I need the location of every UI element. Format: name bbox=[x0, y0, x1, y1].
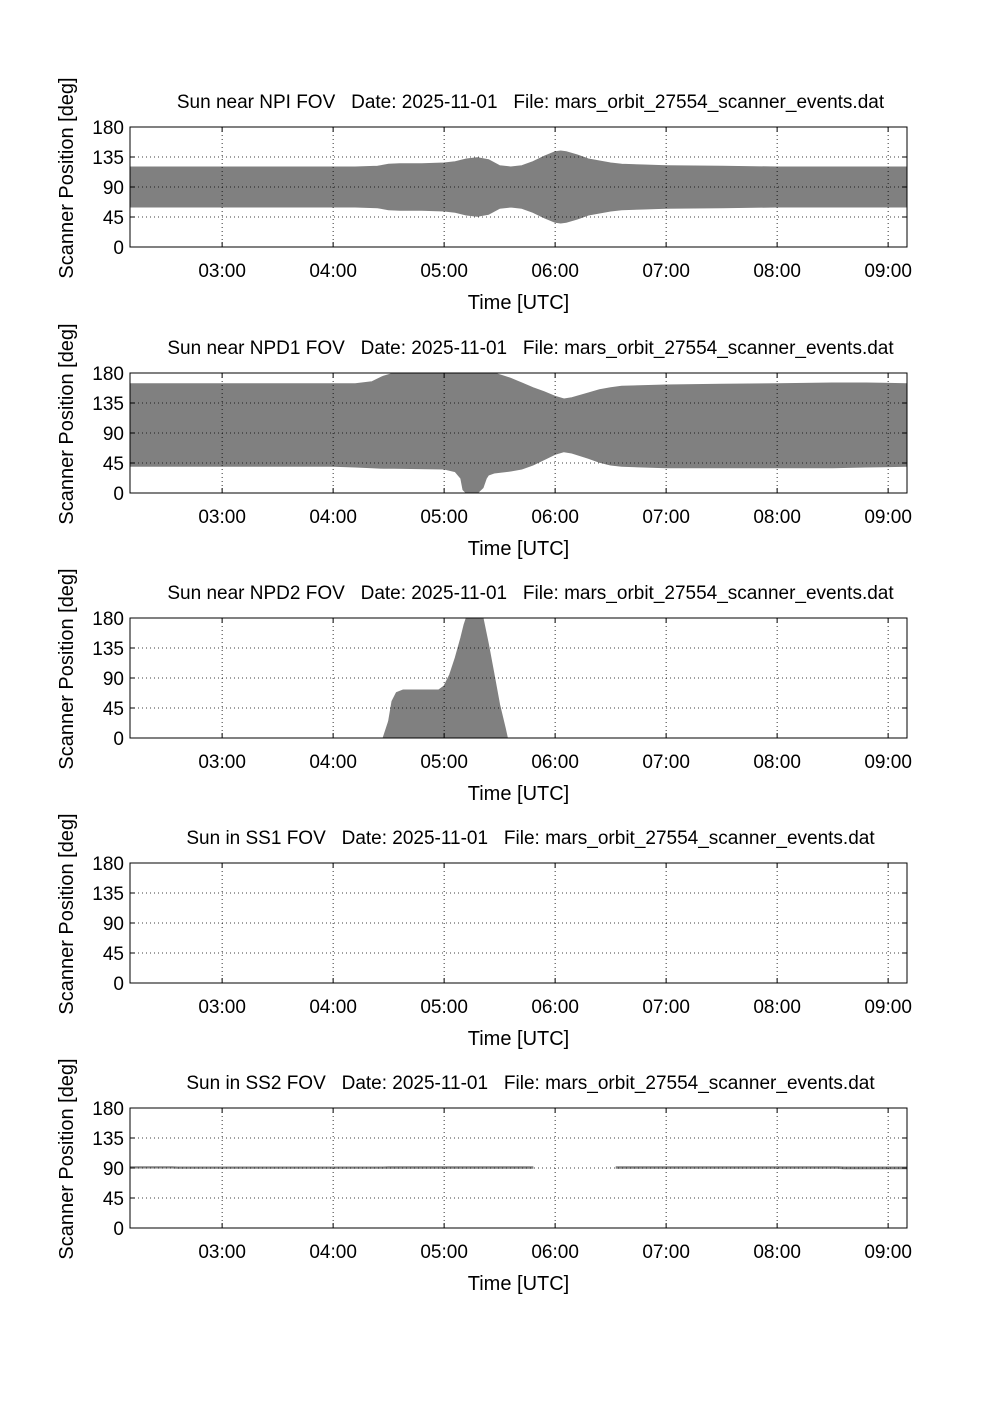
x-axis-label: Time [UTC] bbox=[468, 1273, 569, 1295]
x-tick-label: 09:00 bbox=[864, 997, 912, 1018]
x-tick-label: 09:00 bbox=[864, 1242, 912, 1263]
x-axis-label: Time [UTC] bbox=[468, 1028, 569, 1050]
x-tick-label: 03:00 bbox=[198, 997, 246, 1018]
x-tick-label: 05:00 bbox=[420, 752, 468, 773]
x-tick-label: 06:00 bbox=[531, 752, 579, 773]
chart-panel-4: 03:00 04:00 05:00 06:00 07:00 08:00 09:00 0 45 90… bbox=[56, 813, 912, 1050]
x-axis-label: Time [UTC] bbox=[468, 538, 569, 560]
data-area bbox=[615, 1166, 908, 1170]
y-tick-label: 180 bbox=[92, 118, 124, 139]
y-tick-label: 135 bbox=[92, 639, 124, 660]
y-tick-label: 45 bbox=[103, 1189, 124, 1210]
chart-title: Sun in SS1 FOV Date: 2025-11-01 File: ma… bbox=[186, 828, 875, 849]
chart-panel-1: 03:00 04:00 05:00 06:00 07:00 08:00 09:00 0 45 90… bbox=[56, 77, 912, 314]
x-tick-label: 07:00 bbox=[642, 1242, 690, 1263]
x-tick-label: 05:00 bbox=[420, 997, 468, 1018]
x-tick-label: 04:00 bbox=[309, 1242, 357, 1263]
y-axis-label: Scanner Position [deg] bbox=[56, 1058, 78, 1259]
y-tick-label: 45 bbox=[103, 699, 124, 720]
x-tick-label: 04:00 bbox=[309, 997, 357, 1018]
y-tick-label: 45 bbox=[103, 944, 124, 965]
x-tick-label: 08:00 bbox=[753, 507, 801, 528]
x-tick-label: 04:00 bbox=[309, 752, 357, 773]
x-tick-label: 08:00 bbox=[753, 261, 801, 282]
x-tick-label: 06:00 bbox=[531, 507, 579, 528]
x-axis-label: Time [UTC] bbox=[468, 292, 569, 314]
x-tick-label: 08:00 bbox=[753, 997, 801, 1018]
y-tick-label: 180 bbox=[92, 854, 124, 875]
chart-title: Sun near NPD1 FOV Date: 2025-11-01 File:… bbox=[167, 338, 894, 359]
y-tick-label: 45 bbox=[103, 208, 124, 229]
y-tick-label: 0 bbox=[113, 729, 124, 750]
x-tick-label: 08:00 bbox=[753, 1242, 801, 1263]
y-tick-label: 135 bbox=[92, 394, 124, 415]
y-tick-label: 90 bbox=[103, 1159, 124, 1180]
x-tick-label: 03:00 bbox=[198, 261, 246, 282]
y-tick-label: 90 bbox=[103, 178, 124, 199]
x-tick-label: 07:00 bbox=[642, 261, 690, 282]
y-tick-label: 180 bbox=[92, 1099, 124, 1120]
y-tick-label: 0 bbox=[113, 1219, 124, 1240]
y-axis-label: Scanner Position [deg] bbox=[56, 813, 78, 1014]
x-tick-label: 04:00 bbox=[309, 507, 357, 528]
x-tick-label: 04:00 bbox=[309, 261, 357, 282]
y-tick-label: 135 bbox=[92, 148, 124, 169]
x-tick-label: 05:00 bbox=[420, 507, 468, 528]
y-tick-label: 0 bbox=[113, 484, 124, 505]
x-tick-label: 03:00 bbox=[198, 507, 246, 528]
y-axis-label: Scanner Position [deg] bbox=[56, 77, 78, 278]
x-tick-label: 06:00 bbox=[531, 1242, 579, 1263]
chart-panel-3: 03:00 04:00 05:00 06:00 07:00 08:00 09:00 0 45 90… bbox=[56, 568, 912, 805]
x-tick-label: 09:00 bbox=[864, 261, 912, 282]
x-tick-label: 07:00 bbox=[642, 507, 690, 528]
x-tick-label: 03:00 bbox=[198, 752, 246, 773]
chart-title: Sun near NPD2 FOV Date: 2025-11-01 File:… bbox=[167, 583, 894, 604]
y-tick-label: 180 bbox=[92, 609, 124, 630]
y-tick-label: 135 bbox=[92, 1129, 124, 1150]
y-tick-label: 90 bbox=[103, 669, 124, 690]
y-tick-label: 0 bbox=[113, 974, 124, 995]
x-tick-label: 06:00 bbox=[531, 997, 579, 1018]
chart-title: Sun near NPI FOV Date: 2025-11-01 File: … bbox=[177, 92, 885, 113]
x-tick-label: 05:00 bbox=[420, 261, 468, 282]
x-tick-label: 07:00 bbox=[642, 752, 690, 773]
data-area bbox=[382, 617, 509, 739]
y-tick-label: 90 bbox=[103, 424, 124, 445]
x-tick-label: 08:00 bbox=[753, 752, 801, 773]
y-tick-label: 45 bbox=[103, 454, 124, 475]
x-tick-label: 07:00 bbox=[642, 997, 690, 1018]
x-tick-label: 03:00 bbox=[198, 1242, 246, 1263]
x-tick-label: 06:00 bbox=[531, 261, 579, 282]
y-tick-label: 135 bbox=[92, 884, 124, 905]
x-tick-label: 09:00 bbox=[864, 507, 912, 528]
x-axis-label: Time [UTC] bbox=[468, 783, 569, 805]
y-tick-label: 90 bbox=[103, 914, 124, 935]
y-axis-label: Scanner Position [deg] bbox=[56, 568, 78, 769]
y-axis-label: Scanner Position [deg] bbox=[56, 323, 78, 524]
chart-panel-2: 03:00 04:00 05:00 06:00 07:00 08:00 09:00 0 45 90… bbox=[56, 323, 912, 560]
chart-title: Sun in SS2 FOV Date: 2025-11-01 File: ma… bbox=[186, 1073, 875, 1094]
x-tick-label: 09:00 bbox=[864, 752, 912, 773]
x-tick-label: 05:00 bbox=[420, 1242, 468, 1263]
y-tick-label: 180 bbox=[92, 364, 124, 385]
chart-panel-5: 03:00 04:00 05:00 06:00 07:00 08:00 09:00 0 45 90… bbox=[56, 1058, 912, 1295]
y-tick-label: 0 bbox=[113, 238, 124, 259]
